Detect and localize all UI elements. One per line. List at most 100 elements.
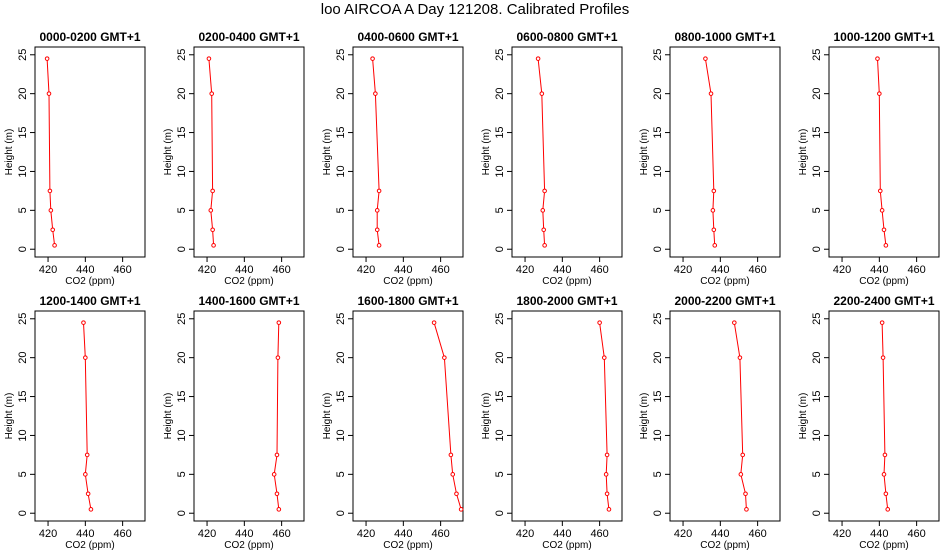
y-tick-label: 15 bbox=[494, 390, 506, 402]
x-tick-label: 420 bbox=[39, 528, 57, 540]
y-tick-label: 20 bbox=[494, 88, 506, 100]
profile-point bbox=[708, 91, 714, 96]
x-axis-label: CO2 (ppm) bbox=[859, 276, 908, 287]
profile-point bbox=[210, 188, 215, 194]
profile-point bbox=[370, 56, 375, 61]
y-tick-label: 0 bbox=[335, 510, 347, 516]
plot-frame bbox=[511, 46, 623, 258]
y-tick-label: 20 bbox=[176, 88, 188, 100]
profile-point bbox=[604, 452, 610, 458]
profile-point bbox=[47, 188, 53, 194]
profile-line bbox=[83, 322, 92, 510]
profile-point bbox=[879, 320, 885, 325]
profile-panel: 1600-1800 GMT+1 420 440 460 0 5 10 15 20 25 CO2 (p… bbox=[322, 294, 464, 550]
profile-point bbox=[703, 56, 708, 61]
panel-title: 2200-2400 GMT+1 bbox=[833, 294, 934, 308]
y-tick-label: 20 bbox=[335, 88, 347, 100]
x-axis-label: CO2 (ppm) bbox=[65, 276, 114, 287]
profile-point bbox=[710, 208, 716, 213]
y-axis-label: Height (m) bbox=[322, 393, 333, 440]
panel-title: 0200-0400 GMT+1 bbox=[198, 30, 299, 44]
y-tick-label: 15 bbox=[176, 390, 188, 402]
x-tick-label: 420 bbox=[674, 264, 692, 276]
profile-line bbox=[208, 58, 215, 246]
y-tick-label: 25 bbox=[652, 49, 664, 61]
x-axis-label: CO2 (ppm) bbox=[224, 540, 273, 550]
x-tick-label: 460 bbox=[113, 264, 131, 276]
y-axis-label: Height (m) bbox=[481, 129, 492, 176]
plot-frame bbox=[828, 310, 940, 522]
profile-line bbox=[733, 322, 747, 510]
profile-point bbox=[450, 472, 456, 477]
profile-point bbox=[374, 227, 380, 233]
profile-line bbox=[537, 58, 546, 246]
y-tick-label: 20 bbox=[811, 88, 823, 100]
profile-point bbox=[271, 472, 277, 477]
profile-point bbox=[431, 320, 437, 325]
x-tick-label: 440 bbox=[76, 528, 94, 540]
profile-point bbox=[879, 208, 885, 213]
y-tick-label: 25 bbox=[335, 49, 347, 61]
profile-point bbox=[274, 491, 280, 497]
profile-point bbox=[83, 472, 88, 477]
profile-point bbox=[712, 243, 718, 248]
profile-point bbox=[877, 91, 882, 96]
x-tick-label: 460 bbox=[748, 264, 766, 276]
profile-line bbox=[372, 58, 380, 246]
profile-point bbox=[376, 188, 382, 194]
y-tick-label: 25 bbox=[335, 313, 347, 325]
profile-panel: 0200-0400 GMT+1 420 440 460 0 5 10 15 20 25 CO2 (p… bbox=[163, 30, 305, 287]
y-tick-label: 5 bbox=[176, 471, 188, 477]
y-tick-label: 25 bbox=[17, 49, 29, 61]
y-tick-label: 15 bbox=[494, 126, 506, 138]
y-axis-label: Height (m) bbox=[163, 129, 174, 176]
plot-frame bbox=[828, 46, 940, 258]
y-tick-label: 20 bbox=[176, 352, 188, 364]
y-axis-label: Height (m) bbox=[163, 393, 174, 440]
profile-line bbox=[433, 322, 462, 510]
y-tick-label: 25 bbox=[652, 313, 664, 325]
profile-panel: 0600-0800 GMT+1 420 440 460 0 5 10 15 20 25 CO2 (p… bbox=[481, 30, 623, 287]
y-tick-label: 0 bbox=[17, 510, 29, 516]
profile-point bbox=[84, 452, 90, 458]
y-tick-label: 25 bbox=[176, 49, 188, 61]
profile-panel: 0000-0200 GMT+1 420 440 460 0 5 10 15 20 25 CO2 (p… bbox=[4, 30, 146, 287]
x-axis-label: CO2 (ppm) bbox=[542, 276, 591, 287]
y-tick-label: 10 bbox=[811, 165, 823, 177]
profile-point bbox=[48, 208, 54, 213]
profile-point bbox=[442, 355, 447, 360]
x-tick-label: 420 bbox=[357, 264, 375, 276]
x-tick-label: 460 bbox=[907, 264, 925, 276]
profile-point bbox=[875, 56, 880, 61]
profile-point bbox=[885, 507, 891, 512]
y-tick-label: 5 bbox=[335, 207, 347, 213]
profile-point bbox=[52, 243, 57, 248]
y-tick-label: 20 bbox=[652, 88, 664, 100]
profile-point bbox=[737, 355, 743, 360]
profile-point bbox=[276, 320, 282, 325]
y-tick-label: 5 bbox=[811, 471, 823, 477]
profile-point bbox=[711, 188, 717, 194]
profile-line bbox=[881, 322, 889, 510]
profile-point bbox=[50, 227, 56, 233]
panel-title: 0800-1000 GMT+1 bbox=[674, 30, 775, 44]
y-tick-label: 0 bbox=[17, 246, 29, 252]
profile-panel: 1400-1600 GMT+1 420 440 460 0 5 10 15 20 25 CO2 (p… bbox=[163, 294, 305, 550]
x-tick-label: 440 bbox=[553, 264, 571, 276]
x-axis-label: CO2 (ppm) bbox=[542, 540, 591, 550]
panel-title: 1600-1800 GMT+1 bbox=[357, 294, 458, 308]
x-tick-label: 460 bbox=[590, 528, 608, 540]
y-tick-label: 25 bbox=[17, 313, 29, 325]
panel-title: 1800-2000 GMT+1 bbox=[516, 294, 617, 308]
profile-point bbox=[275, 355, 281, 360]
x-tick-label: 460 bbox=[113, 528, 131, 540]
y-tick-label: 0 bbox=[811, 510, 823, 516]
x-tick-label: 440 bbox=[870, 528, 888, 540]
plot-frame bbox=[669, 46, 781, 258]
y-tick-label: 25 bbox=[811, 49, 823, 61]
y-tick-label: 5 bbox=[17, 471, 29, 477]
x-axis-label: CO2 (ppm) bbox=[224, 276, 273, 287]
profile-point bbox=[744, 507, 749, 512]
y-tick-label: 5 bbox=[494, 207, 506, 213]
y-tick-label: 10 bbox=[494, 165, 506, 177]
